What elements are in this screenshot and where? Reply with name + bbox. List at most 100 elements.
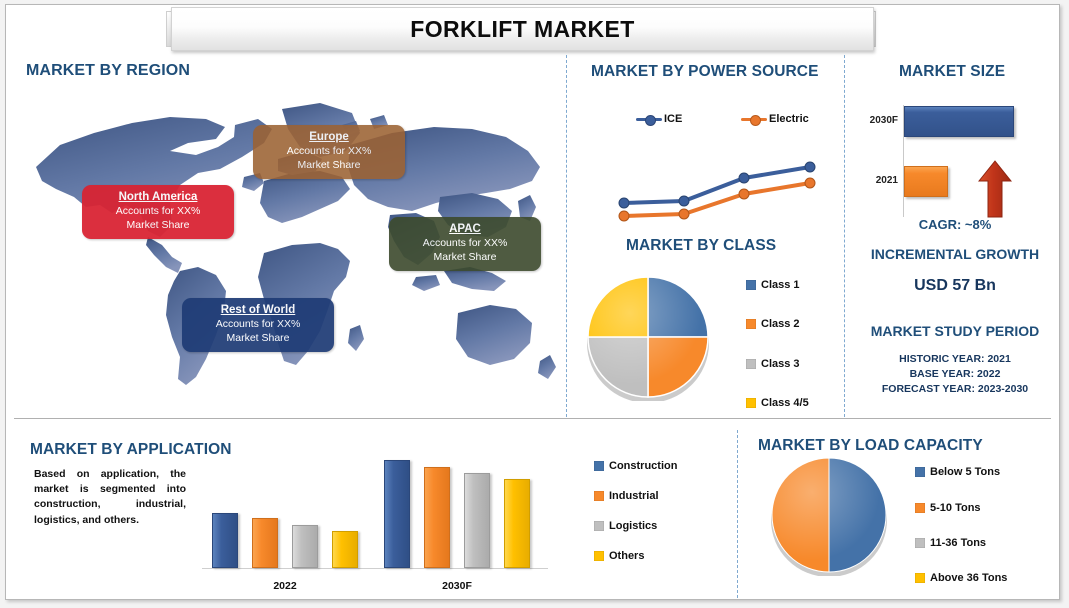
power-source-legend: ICE Electric xyxy=(606,113,841,131)
below-5-tons-swatch-icon xyxy=(915,467,925,477)
class-legend-label-4: Class 4/5 xyxy=(761,397,809,409)
app-bar-2030f-industrial xyxy=(424,467,450,568)
class-legend-item-4[interactable]: Class 4/5 xyxy=(746,397,809,409)
region-line2-rest-of-world: Market Share xyxy=(226,332,290,345)
region-line1-north-america: Accounts for XX% xyxy=(115,205,201,218)
application-legend-item-construction[interactable]: Construction xyxy=(594,460,677,472)
market-study-period-title: MARKET STUDY PERIOD xyxy=(870,323,1040,339)
market-size-bar-2021 xyxy=(904,166,948,197)
construction-swatch-icon xyxy=(594,461,604,471)
study-line-historic: HISTORIC YEAR: 2021 xyxy=(899,353,1011,365)
page-title: FORKLIFT MARKET xyxy=(410,15,635,42)
incremental-growth-title: INCREMENTAL GROWTH xyxy=(870,246,1040,262)
application-category-2030f: 2030F xyxy=(442,580,472,592)
app-bar-2030f-logistics xyxy=(464,473,490,568)
region-name-rest-of-world: Rest of World xyxy=(220,304,296,316)
app-bar-2030f-others xyxy=(504,479,530,568)
region-box-apac[interactable]: APAC Accounts for XX% Market Share xyxy=(389,217,541,271)
electric-series-markers xyxy=(618,177,816,222)
class-legend-item-3[interactable]: Class 3 xyxy=(746,358,800,370)
region-line1-apac: Accounts for XX% xyxy=(422,237,508,250)
application-legend-label-logistics: Logistics xyxy=(609,520,658,532)
app-bar-2022-industrial xyxy=(252,518,278,568)
study-line-base: BASE YEAR: 2022 xyxy=(909,368,1001,380)
region-box-north-america[interactable]: North America Accounts for XX% Market Sh… xyxy=(82,185,234,239)
application-description: Based on application, the market is segm… xyxy=(34,468,186,526)
region-panel-title: MARKET BY REGION xyxy=(26,62,190,79)
legend-item-ice[interactable]: ICE xyxy=(636,113,683,126)
region-name-north-america: North America xyxy=(118,191,198,203)
load-legend-label-4: Above 36 Tons xyxy=(930,572,1008,584)
market-by-load-capacity-pie xyxy=(768,454,890,577)
study-line-forecast: FORECAST YEAR: 2023-2030 xyxy=(881,383,1029,395)
application-panel-title: MARKET BY APPLICATION xyxy=(30,441,232,458)
class-2-swatch-icon xyxy=(746,319,756,329)
world-map: North America Accounts for XX% Market Sh… xyxy=(20,85,568,415)
electric-line-icon xyxy=(741,114,767,126)
application-category-2022: 2022 xyxy=(273,580,297,592)
region-line2-north-america: Market Share xyxy=(126,219,190,232)
legend-item-electric[interactable]: Electric xyxy=(741,113,809,126)
above-36-tons-swatch-icon xyxy=(915,573,925,583)
load-panel-title: MARKET BY LOAD CAPACITY xyxy=(758,437,983,454)
load-legend-item-4[interactable]: Above 36 Tons xyxy=(915,572,1007,584)
others-swatch-icon xyxy=(594,551,604,561)
region-line1-rest-of-world: Accounts for XX% xyxy=(215,318,301,331)
market-size-bar-2030f xyxy=(904,106,1014,137)
region-name-apac: APAC xyxy=(449,223,481,235)
load-legend-item-1[interactable]: Below 5 Tons xyxy=(915,466,1000,478)
app-bar-2022-others xyxy=(332,531,358,568)
header-banner: FORKLIFT MARKET xyxy=(171,7,874,51)
divider-vertical-left xyxy=(566,55,567,417)
ice-series-markers xyxy=(618,161,816,209)
load-legend-label-1: Below 5 Tons xyxy=(930,466,1001,478)
class-legend-label-2: Class 2 xyxy=(761,318,800,330)
class-legend-label-1: Class 1 xyxy=(761,279,800,291)
application-legend-label-others: Others xyxy=(609,550,645,562)
load-legend-item-2[interactable]: 5-10 Tons xyxy=(915,502,981,514)
app-bar-2022-construction xyxy=(212,513,238,568)
infographic-frame: FORKLIFT MARKET MARKET BY REGION xyxy=(5,4,1060,600)
class-3-swatch-icon xyxy=(746,359,756,369)
electric-marker-icon xyxy=(750,114,761,126)
11-36-tons-swatch-icon xyxy=(915,538,925,548)
class-4-swatch-icon xyxy=(746,398,756,408)
region-line1-europe: Accounts for XX% xyxy=(286,145,372,158)
class-1-swatch-icon xyxy=(746,280,756,290)
class-legend-item-2[interactable]: Class 2 xyxy=(746,318,800,330)
market-by-class-pie xyxy=(584,273,712,403)
market-size-label-2030f: 2030F xyxy=(869,115,898,126)
class-legend-item-1[interactable]: Class 1 xyxy=(746,279,800,291)
load-pie-svg xyxy=(771,457,887,577)
region-line2-europe: Market Share xyxy=(297,159,361,172)
legend-label-ice: ICE xyxy=(664,113,683,125)
market-size-axis xyxy=(903,105,904,217)
application-legend-item-logistics[interactable]: Logistics xyxy=(594,520,657,532)
5-10-tons-swatch-icon xyxy=(915,503,925,513)
region-line2-apac: Market Share xyxy=(433,251,497,264)
ice-line-icon xyxy=(636,114,662,126)
class-legend-label-3: Class 3 xyxy=(761,358,800,370)
size-panel-title: MARKET SIZE xyxy=(899,63,1006,80)
application-axis xyxy=(202,568,548,569)
application-legend-label-industrial: Industrial xyxy=(609,490,659,502)
app-bar-2022-logistics xyxy=(292,525,318,568)
load-legend-label-3: 11-36 Tons xyxy=(930,537,987,549)
divider-vertical-right xyxy=(844,55,845,417)
legend-label-electric: Electric xyxy=(769,113,809,125)
power-panel-title: MARKET BY POWER SOURCE xyxy=(591,63,819,80)
region-box-europe[interactable]: Europe Accounts for XX% Market Share xyxy=(253,125,405,179)
application-legend-item-others[interactable]: Others xyxy=(594,550,644,562)
electric-series-line xyxy=(622,181,812,218)
app-bar-2030f-construction xyxy=(384,460,410,568)
divider-horizontal xyxy=(14,418,1051,419)
market-size-label-2021: 2021 xyxy=(875,175,898,186)
region-box-rest-of-world[interactable]: Rest of World Accounts for XX% Market Sh… xyxy=(182,298,334,352)
growth-arrow-icon xyxy=(977,160,1013,218)
load-legend-item-3[interactable]: 11-36 Tons xyxy=(915,537,986,549)
application-legend-item-industrial[interactable]: Industrial xyxy=(594,490,659,502)
application-legend-label-construction: Construction xyxy=(609,460,678,472)
power-source-line-chart xyxy=(602,137,832,227)
industrial-swatch-icon xyxy=(594,491,604,501)
